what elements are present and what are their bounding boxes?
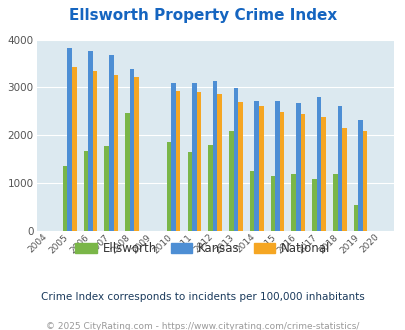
Text: Ellsworth Property Crime Index: Ellsworth Property Crime Index (69, 8, 336, 23)
Bar (295, 103, 300, 231)
Bar (104, 146, 109, 231)
Bar (279, 112, 283, 231)
Bar (88, 51, 93, 231)
Bar (67, 48, 72, 231)
Bar (171, 83, 175, 231)
Bar (113, 75, 118, 231)
Bar (125, 113, 130, 231)
Bar (337, 106, 341, 231)
Bar (196, 92, 201, 231)
Bar (300, 114, 305, 231)
Bar (228, 131, 233, 231)
Bar (311, 179, 316, 231)
Bar (134, 78, 139, 231)
Bar (72, 67, 77, 231)
Bar (258, 106, 263, 231)
Bar (316, 97, 320, 231)
Bar (341, 128, 346, 231)
Bar (63, 166, 67, 231)
Bar (358, 120, 362, 231)
Text: © 2025 CityRating.com - https://www.cityrating.com/crime-statistics/: © 2025 CityRating.com - https://www.city… (46, 322, 359, 330)
Bar (320, 117, 325, 231)
Bar (238, 102, 242, 231)
Bar (353, 205, 358, 231)
Bar (187, 152, 192, 231)
Bar (275, 101, 279, 231)
Bar (332, 174, 337, 231)
Bar (166, 142, 171, 231)
Bar (192, 83, 196, 231)
Bar (270, 177, 275, 231)
Bar (212, 81, 217, 231)
Bar (291, 174, 295, 231)
Bar (93, 71, 97, 231)
Bar (249, 171, 254, 231)
Bar (109, 55, 113, 231)
Bar (233, 88, 238, 231)
Bar (217, 94, 222, 231)
Bar (130, 69, 134, 231)
Bar (208, 145, 212, 231)
Bar (175, 91, 180, 231)
Bar (254, 101, 258, 231)
Text: Crime Index corresponds to incidents per 100,000 inhabitants: Crime Index corresponds to incidents per… (41, 292, 364, 302)
Legend: Ellsworth, Kansas, National: Ellsworth, Kansas, National (70, 237, 335, 260)
Bar (362, 131, 367, 231)
Bar (83, 150, 88, 231)
